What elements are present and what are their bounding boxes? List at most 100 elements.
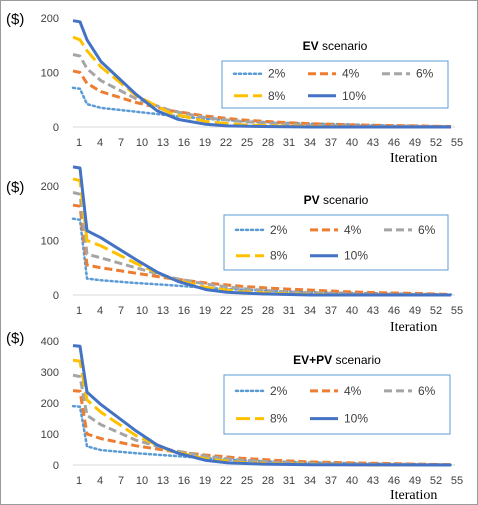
x-tick-label: 46 (388, 475, 400, 487)
legend-label: 4% (342, 67, 360, 81)
y-tick-label: 200 (41, 398, 59, 410)
x-tick-label: 49 (409, 137, 421, 149)
x-tick-label: 1 (76, 475, 82, 487)
y-tick-label: 300 (41, 367, 59, 379)
x-tick-label: 31 (283, 137, 295, 149)
legend-label: 10% (344, 412, 368, 426)
chart-3: 0 100 200 300 400 1 4 7 10 13 16 19 22 25 28 31 34 37 40 43… (6, 330, 463, 503)
x-tick-label: 1 (76, 305, 82, 317)
series-line-6pct (72, 191, 452, 297)
legend-label: 6% (418, 384, 436, 398)
legend-label: 10% (342, 89, 366, 103)
x-tick-label: 7 (118, 137, 124, 149)
x-tick-label: 49 (409, 305, 421, 317)
y-tick-label: 400 (41, 336, 59, 348)
y-axis-unit: ($) (6, 330, 24, 347)
x-tick-label: 40 (346, 137, 358, 149)
y-tick-label: 0 (53, 122, 59, 134)
chart-title: PV scenario (304, 193, 369, 207)
x-axis-title: Iteration (390, 320, 437, 335)
chart-title-rest: scenario (332, 353, 381, 367)
legend-label: 8% (270, 412, 288, 426)
x-tick-label: 13 (157, 137, 169, 149)
chart-2: 0 100 200 1 4 7 10 13 16 19 22 25 28 31 34 37 40 43 46 49 52… (6, 165, 463, 335)
chart-title-bold: EV+PV (293, 353, 332, 367)
x-tick-label: 52 (430, 475, 442, 487)
x-tick-label: 28 (262, 137, 274, 149)
x-tick-label: 34 (304, 137, 316, 149)
x-tick-label: 28 (262, 475, 274, 487)
x-tick-label: 10 (136, 305, 148, 317)
x-tick-label: 22 (220, 475, 232, 487)
x-tick-label: 22 (220, 305, 232, 317)
legend-label: 8% (270, 249, 288, 263)
x-tick-label: 28 (262, 305, 274, 317)
x-tick-label: 49 (409, 475, 421, 487)
y-tick-label: 100 (41, 68, 59, 80)
x-tick-label: 55 (451, 305, 463, 317)
x-tick-label: 40 (346, 475, 358, 487)
x-tick-label: 16 (178, 137, 190, 149)
x-tick-label: 13 (157, 475, 169, 487)
x-tick-label: 16 (178, 475, 190, 487)
series-line-6pct (72, 53, 452, 129)
x-tick-label: 37 (325, 475, 337, 487)
legend-label: 4% (344, 384, 362, 398)
x-tick-label: 43 (367, 305, 379, 317)
y-tick-label: 0 (53, 290, 59, 302)
series-line-10pct (72, 19, 451, 129)
legend-label: 8% (268, 89, 286, 103)
chart-title: EV+PV scenario (293, 353, 381, 367)
series-line-10pct (72, 165, 451, 297)
x-tick-label: 52 (430, 137, 442, 149)
x-tick-label: 37 (325, 137, 337, 149)
x-tick-label: 25 (241, 475, 253, 487)
y-tick-label: 100 (41, 429, 59, 441)
x-tick-label: 13 (157, 305, 169, 317)
y-tick-label: 200 (41, 13, 59, 25)
legend-box (223, 374, 451, 435)
legend: 2% 4% 6% 8% 10% (223, 374, 451, 435)
x-tick-label: 22 (220, 137, 232, 149)
x-axis-title: Iteration (390, 151, 437, 166)
legend-label: 2% (270, 384, 288, 398)
legend-label: 6% (416, 67, 434, 81)
x-tick-label: 40 (346, 305, 358, 317)
x-tick-label: 37 (325, 305, 337, 317)
chart-title-rest: scenario (319, 39, 368, 53)
x-tick-label: 4 (97, 475, 103, 487)
x-tick-label: 1 (76, 137, 82, 149)
x-tick-label: 46 (388, 305, 400, 317)
x-tick-label: 10 (136, 137, 148, 149)
chart-title-bold: EV (303, 39, 319, 53)
chart-title-bold: PV (304, 193, 320, 207)
x-tick-label: 7 (118, 305, 124, 317)
x-tick-label: 55 (451, 137, 463, 149)
x-tick-label: 16 (178, 305, 190, 317)
x-tick-label: 34 (304, 475, 316, 487)
legend-label: 2% (268, 67, 286, 81)
legend-label: 6% (418, 223, 436, 237)
legend: 2% 4% 6% 8% 10% (221, 60, 449, 109)
y-tick-label: 200 (41, 181, 59, 193)
series-line-4pct (72, 69, 452, 128)
x-tick-label: 31 (283, 475, 295, 487)
legend-box (221, 60, 449, 109)
x-tick-label: 25 (241, 137, 253, 149)
x-tick-label: 19 (199, 305, 211, 317)
x-tick-label: 52 (430, 305, 442, 317)
y-axis-unit: ($) (6, 11, 24, 28)
x-tick-label: 4 (97, 305, 103, 317)
legend-label: 10% (344, 249, 368, 263)
legend-box (223, 214, 449, 271)
x-tick-label: 7 (118, 475, 124, 487)
legend-label: 2% (270, 223, 288, 237)
series-line-10pct (72, 344, 452, 467)
y-tick-label: 0 (53, 460, 59, 472)
legend: 2% 4% 6% 8% 10% (223, 214, 449, 271)
series-line-4pct (72, 203, 452, 296)
x-tick-label: 19 (199, 475, 211, 487)
x-tick-label: 4 (97, 137, 103, 149)
x-tick-label: 46 (388, 137, 400, 149)
